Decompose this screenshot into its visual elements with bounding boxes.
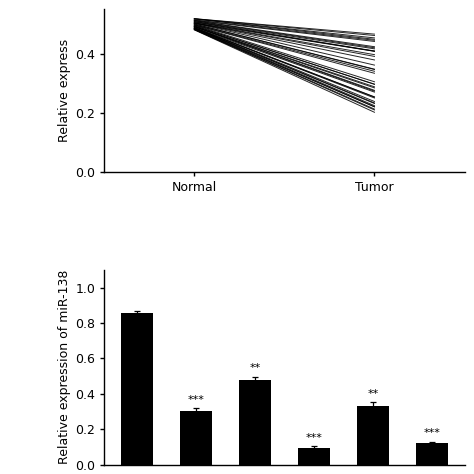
Bar [238, 380, 271, 465]
Bar [180, 410, 212, 465]
Text: **: ** [249, 364, 261, 374]
Text: **: ** [367, 389, 379, 399]
Text: ***: *** [187, 395, 204, 405]
Text: ***: *** [305, 433, 322, 443]
Bar [120, 313, 153, 465]
Y-axis label: Relative expression of miR-138: Relative expression of miR-138 [58, 270, 71, 465]
Bar [298, 448, 330, 465]
Y-axis label: Relative express: Relative express [58, 39, 71, 142]
Bar [416, 443, 448, 465]
Text: ***: *** [424, 428, 440, 438]
Bar [357, 406, 389, 465]
